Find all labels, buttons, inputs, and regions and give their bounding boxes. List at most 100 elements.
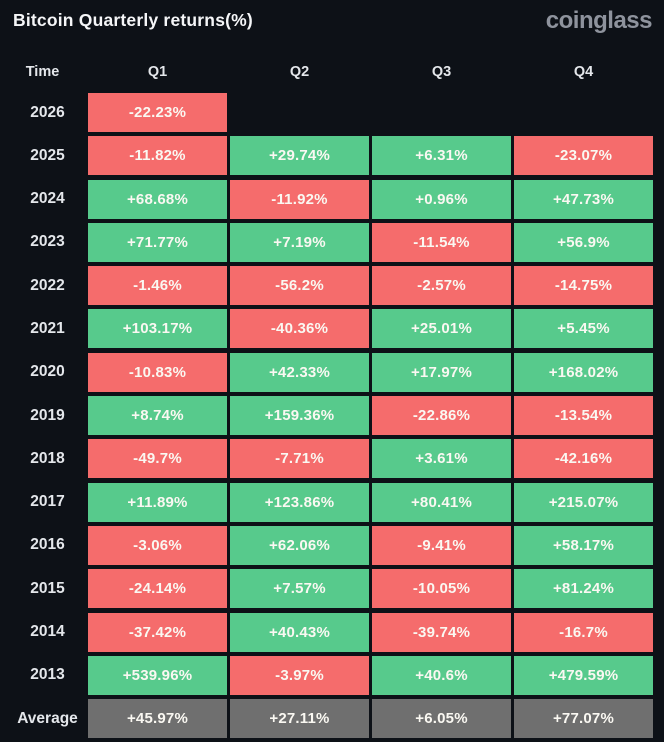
empty-cell (514, 93, 653, 132)
table-row: 2017 +11.89% +123.86% +80.41% +215.07% (0, 482, 653, 522)
column-header-time: Time (25, 64, 60, 80)
return-cell: -14.75% (514, 266, 653, 306)
table-body: 2026 -22.23% 2025 -11.82% +29.74% +6.31% -23.0… (0, 93, 653, 742)
return-cell: +11.89% (88, 482, 227, 522)
table-row: 2020 -10.83% +42.33% +17.97% +168.02% (0, 352, 653, 392)
table-row: 2021 +103.17% -40.36% +25.01% +5.45% (0, 309, 653, 349)
row-time-label: 2024 (30, 190, 65, 208)
row-time-label: 2013 (30, 666, 65, 684)
table-row: Average +45.97% +27.11% +6.05% +77.07% (0, 699, 653, 739)
column-header-q2: Q2 (289, 64, 310, 80)
return-cell: +62.06% (230, 525, 369, 565)
return-cell: -16.7% (514, 612, 653, 652)
table-row: 2013 +539.96% -3.97% +40.6% +479.59% (0, 655, 653, 695)
return-cell: -22.23% (88, 93, 227, 132)
return-cell: -7.71% (230, 439, 369, 479)
return-cell: +45.97% (88, 699, 227, 739)
return-cell: +215.07% (514, 482, 653, 522)
row-time-label: 2015 (30, 579, 65, 597)
return-cell: -11.82% (88, 136, 227, 176)
table-row: 2016 -3.06% +62.06% -9.41% +58.17% (0, 525, 653, 565)
return-cell: +8.74% (88, 396, 227, 436)
return-cell: +17.97% (372, 352, 511, 392)
table-row: 2014 -37.42% +40.43% -39.74% -16.7% (0, 612, 653, 652)
return-cell: +71.77% (88, 222, 227, 262)
return-cell: -10.05% (372, 569, 511, 609)
return-cell: -13.54% (514, 396, 653, 436)
return-cell: +42.33% (230, 352, 369, 392)
return-cell: +7.57% (230, 569, 369, 609)
return-cell: -23.07% (514, 136, 653, 176)
return-cell: +5.45% (514, 309, 653, 349)
table-row: 2026 -22.23% (0, 93, 653, 132)
return-cell: +103.17% (88, 309, 227, 349)
row-time-label: 2025 (30, 146, 65, 164)
table-row: 2015 -24.14% +7.57% -10.05% +81.24% (0, 569, 653, 609)
row-time-label: 2018 (30, 449, 65, 467)
empty-cell (372, 93, 511, 132)
return-cell: +81.24% (514, 569, 653, 609)
return-cell: +168.02% (514, 352, 653, 392)
return-cell: +40.43% (230, 612, 369, 652)
column-header-q4: Q4 (573, 64, 594, 80)
table-header-row: Time Q1 Q2 Q3 Q4 (0, 61, 653, 83)
return-cell: -56.2% (230, 266, 369, 306)
return-cell: -24.14% (88, 569, 227, 609)
return-cell: -37.42% (88, 612, 227, 652)
return-cell: +479.59% (514, 655, 653, 695)
table-row: 2022 -1.46% -56.2% -2.57% -14.75% (0, 266, 653, 306)
return-cell: +3.61% (372, 439, 511, 479)
return-cell: -11.54% (372, 222, 511, 262)
row-time-label: 2020 (30, 363, 65, 381)
return-cell: -1.46% (88, 266, 227, 306)
return-cell: -39.74% (372, 612, 511, 652)
return-cell: +25.01% (372, 309, 511, 349)
return-cell: +7.19% (230, 222, 369, 262)
return-cell: +40.6% (372, 655, 511, 695)
return-cell: +6.05% (372, 699, 511, 739)
return-cell: -22.86% (372, 396, 511, 436)
return-cell: +539.96% (88, 655, 227, 695)
table-row: 2023 +71.77% +7.19% -11.54% +56.9% (0, 222, 653, 262)
return-cell: +58.17% (514, 525, 653, 565)
return-cell: -11.92% (230, 179, 369, 219)
return-cell: +47.73% (514, 179, 653, 219)
row-time-label: 2016 (30, 536, 65, 554)
row-time-label: 2026 (30, 103, 65, 121)
return-cell: -42.16% (514, 439, 653, 479)
return-cell: -9.41% (372, 525, 511, 565)
row-time-label: 2014 (30, 623, 65, 641)
row-time-label: 2023 (30, 233, 65, 251)
row-time-label: 2019 (30, 406, 65, 424)
return-cell: +27.11% (230, 699, 369, 739)
row-time-label: 2021 (30, 319, 65, 337)
row-time-label: 2022 (30, 276, 65, 294)
return-cell: -49.7% (88, 439, 227, 479)
table-row: 2018 -49.7% -7.71% +3.61% -42.16% (0, 439, 653, 479)
return-cell: -10.83% (88, 352, 227, 392)
row-time-label: Average (17, 709, 78, 727)
return-cell: -40.36% (230, 309, 369, 349)
table-row: 2024 +68.68% -11.92% +0.96% +47.73% (0, 179, 653, 219)
table-row: 2019 +8.74% +159.36% -22.86% -13.54% (0, 396, 653, 436)
column-header-q3: Q3 (431, 64, 452, 80)
return-cell: +77.07% (514, 699, 653, 739)
return-cell: +159.36% (230, 396, 369, 436)
return-cell: +29.74% (230, 136, 369, 176)
return-cell: +68.68% (88, 179, 227, 219)
return-cell: +123.86% (230, 482, 369, 522)
return-cell: +0.96% (372, 179, 511, 219)
return-cell: -3.06% (88, 525, 227, 565)
header-bar: Bitcoin Quarterly returns(%) coinglass (0, 0, 664, 48)
return-cell: -3.97% (230, 655, 369, 695)
page-title: Bitcoin Quarterly returns(%) (13, 10, 253, 30)
table-row: 2025 -11.82% +29.74% +6.31% -23.07% (0, 136, 653, 176)
column-header-q1: Q1 (147, 64, 168, 80)
return-cell: +6.31% (372, 136, 511, 176)
return-cell: +80.41% (372, 482, 511, 522)
return-cell: -2.57% (372, 266, 511, 306)
row-time-label: 2017 (30, 493, 65, 511)
return-cell: +56.9% (514, 222, 653, 262)
empty-cell (230, 93, 369, 132)
